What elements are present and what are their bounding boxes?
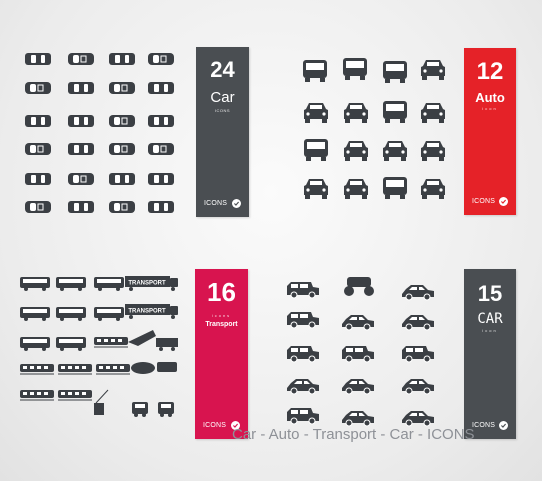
car2-count: 15	[477, 281, 503, 306]
car2-subtitle: icon	[482, 328, 498, 333]
auto-row-1	[303, 58, 445, 83]
transport-truck-label-2: TRANSPORT	[128, 309, 166, 315]
auto-row-3	[304, 139, 445, 161]
footer-caption: Car - Auto - Transport - Car - ICONS	[232, 426, 475, 443]
auto-brand-label: ICONS	[472, 198, 496, 205]
transport-count: 16	[207, 277, 236, 307]
check-icon	[499, 197, 508, 206]
car-row-4	[24, 142, 175, 156]
auto-count: 12	[476, 58, 504, 85]
car-row-2	[24, 81, 174, 95]
transport-title: Transport	[205, 321, 238, 328]
car-count: 24	[210, 57, 235, 82]
car-side-icons-panel: 15 CAR icon ICONS	[464, 269, 516, 439]
car-row-5	[25, 172, 174, 186]
auto-title: Auto	[475, 90, 505, 105]
transport-truck-label-1: TRANSPORT	[128, 281, 166, 287]
car-row-1	[25, 52, 175, 66]
transport-icons-panel: 16 icons Transport ICONS	[195, 269, 248, 439]
transport-row-3	[20, 330, 178, 351]
transport-row-5	[19, 389, 174, 417]
car-row-3	[25, 114, 174, 128]
auto-front-view-icon-grid	[303, 58, 445, 199]
car-icons-panel: 24 Car ICONS ICONS	[196, 47, 249, 217]
check-icon	[499, 421, 508, 430]
car2-brand-label: ICONS	[472, 422, 496, 429]
transport-row-4	[19, 362, 177, 375]
check-icon	[232, 199, 241, 208]
transport-subtitle: icons	[211, 313, 232, 318]
transport-icon-grid: TRANSPORT TRANSPORT	[19, 276, 178, 417]
car-brand-label: ICONS	[204, 200, 228, 207]
car2-row-1	[286, 277, 435, 301]
car-title: Car	[210, 89, 235, 106]
transport-row-2: TRANSPORT	[20, 304, 178, 321]
car2-title: CAR	[477, 311, 503, 327]
check-icon	[231, 421, 240, 430]
auto-icons-panel: 12 Auto icon ICONS	[464, 48, 516, 215]
car2-row-2	[286, 311, 435, 331]
car-top-view-icon-grid	[24, 52, 175, 214]
car2-row-3	[286, 345, 435, 363]
car-row-6	[24, 200, 174, 214]
car2-row-4	[286, 378, 435, 395]
auto-row-2	[304, 101, 445, 123]
auto-row-4	[304, 177, 445, 199]
transport-brand-label: ICONS	[203, 422, 227, 429]
transport-row-1: TRANSPORT	[20, 276, 178, 291]
car2-row-5	[286, 407, 435, 427]
auto-subtitle: icon	[482, 106, 498, 111]
car-subtitle: ICONS	[214, 108, 231, 113]
car-side-view-icon-grid	[286, 277, 435, 427]
